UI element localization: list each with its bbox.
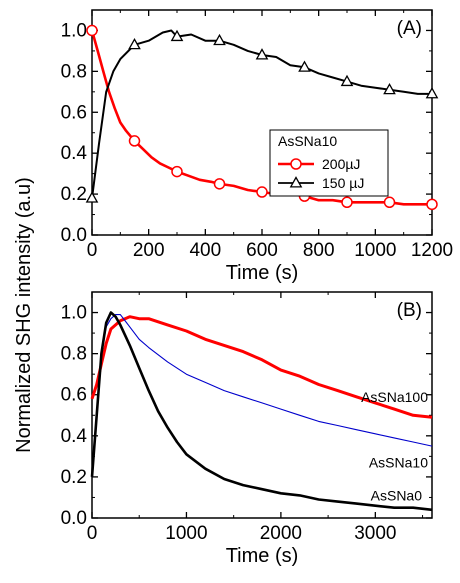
y-tick-label: 0.8: [61, 344, 87, 365]
series-line-150uj: [91, 29, 432, 199]
series-line-assna10: [91, 314, 433, 477]
y-tick-label: 0.2: [61, 467, 87, 488]
panel-a: 0 200 400 600 800 1000 1200 0.0 0.2 0.4 0.6 0.8 1.0 T…: [61, 9, 453, 284]
data-point-200uj: [256, 186, 268, 198]
x-tick-label: 200: [133, 240, 165, 261]
x-tick-label: 600: [246, 240, 278, 261]
x-tick-label: 3000: [354, 523, 396, 544]
y-tick-label: 0.8: [61, 61, 87, 82]
y-tick-label: 0.4: [61, 426, 88, 447]
data-point-200uj: [213, 178, 226, 190]
y-tick-label: 0.6: [61, 102, 87, 123]
plot-frame: [91, 291, 433, 519]
y-tick-label: 0.0: [61, 508, 87, 529]
legend-title: AsSNa10: [278, 133, 337, 149]
y-tick-label: 0.0: [61, 225, 87, 246]
panel-b: 0 1000 2000 3000 0.0 0.2 0.4 0.6 0.8 1.0 Time (s) (…: [61, 291, 433, 567]
data-point-200uj: [171, 165, 183, 178]
x-tick-label: 0: [87, 523, 98, 544]
x-tick-label: 400: [189, 240, 221, 261]
legend-label: 200µJ: [322, 156, 360, 172]
x-axis-label: Time (s): [226, 545, 299, 567]
panel-label: (B): [397, 300, 422, 321]
data-point-150uj: [298, 60, 311, 72]
data-point-200uj: [341, 196, 353, 209]
x-tick-label: 1000: [165, 523, 207, 544]
y-tick-label: 0.2: [61, 184, 87, 205]
x-tick-label: 0: [87, 240, 98, 261]
legend-label: 150 µJ: [322, 175, 364, 191]
data-point-200uj: [128, 135, 141, 147]
data-point-150uj: [383, 82, 396, 95]
data-point-150uj: [425, 87, 439, 99]
y-tick-label: 0.6: [61, 385, 87, 406]
data-point-150uj: [85, 191, 99, 203]
x-tick-label: 1200: [411, 240, 453, 261]
x-axis-label: Time (s): [226, 262, 299, 284]
legend-marker: [289, 176, 303, 188]
data-point-150uj: [255, 48, 269, 60]
data-point-200uj: [86, 24, 98, 37]
x-tick-label: 2000: [260, 523, 302, 544]
x-tick-label: 800: [303, 240, 335, 261]
legend-marker: [290, 158, 302, 170]
data-point-150uj: [340, 74, 354, 87]
series-line-assna100: [90, 315, 433, 419]
panel-label: (A): [397, 18, 422, 39]
series-label: AsSNa0: [371, 487, 423, 503]
series-label: AsSNa100: [361, 389, 428, 405]
data-point-200uj: [426, 198, 438, 211]
y-tick-label: 1.0: [61, 20, 87, 41]
data-point-150uj: [213, 33, 226, 46]
shared-y-axis-label: Normalized SHG intensity (a.u): [13, 177, 35, 453]
series-line-assna0: [90, 311, 433, 512]
data-point-150uj: [170, 29, 184, 42]
y-tick-label: 1.0: [61, 303, 87, 324]
data-point-150uj: [128, 37, 141, 50]
x-tick-label: 1000: [354, 240, 396, 261]
series-label: AsSNa10: [369, 455, 428, 471]
data-point-200uj: [383, 196, 396, 209]
y-tick-label: 0.4: [61, 143, 88, 164]
